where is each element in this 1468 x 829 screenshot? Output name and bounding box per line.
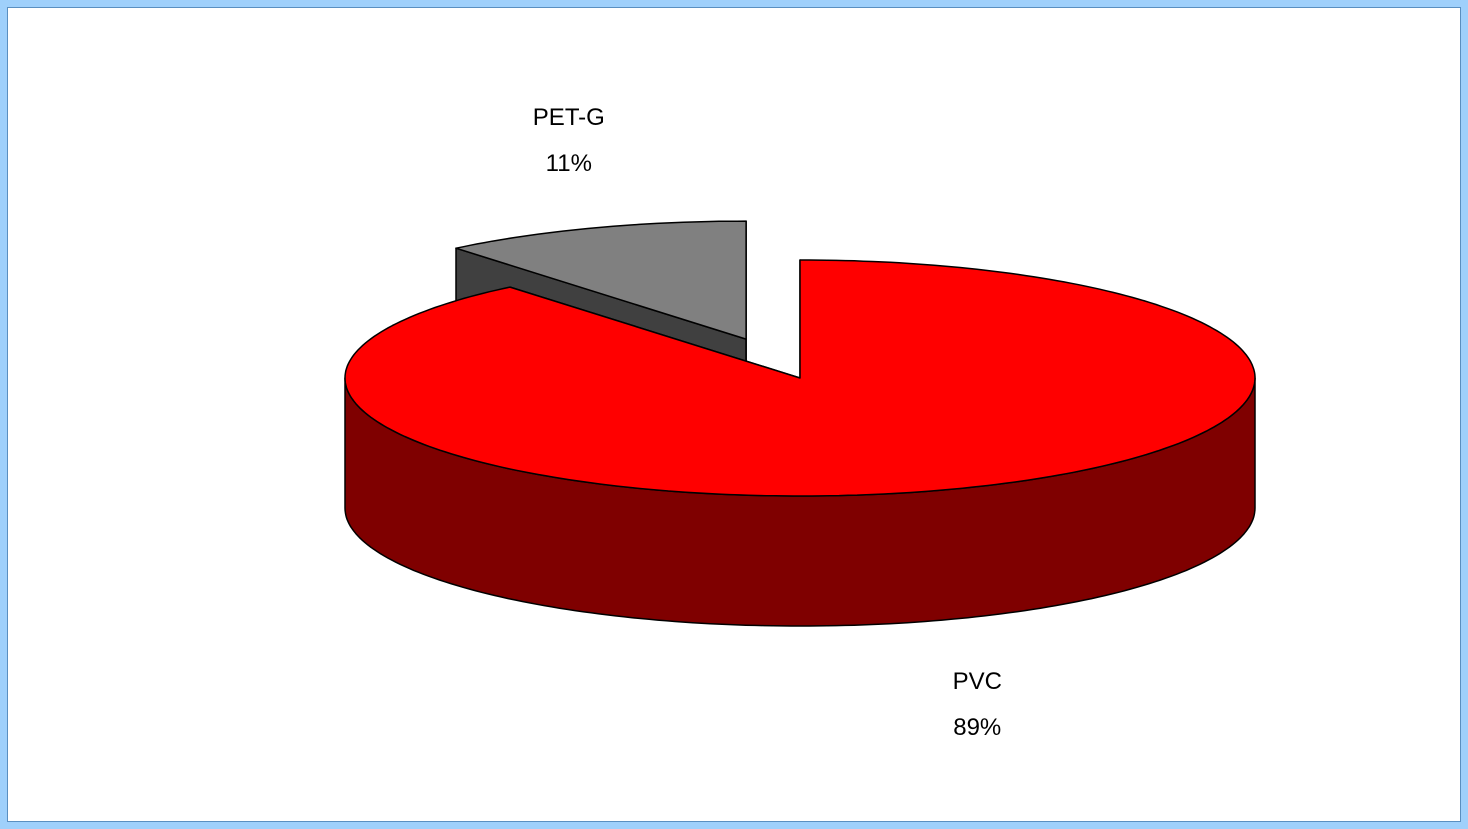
data-label-name: PET-G bbox=[533, 104, 605, 131]
data-label-value: 89% bbox=[953, 714, 1001, 741]
slice-top bbox=[455, 220, 747, 340]
data-label-name: PVC bbox=[953, 668, 1002, 695]
slice-top bbox=[344, 259, 1256, 497]
data-label-value: 11% bbox=[546, 150, 592, 177]
slice bbox=[344, 259, 1256, 627]
chart-frame: PVC 89% PET-G 11% bbox=[7, 7, 1461, 822]
chart: PVC 89% PET-G 11% bbox=[344, 104, 1256, 741]
